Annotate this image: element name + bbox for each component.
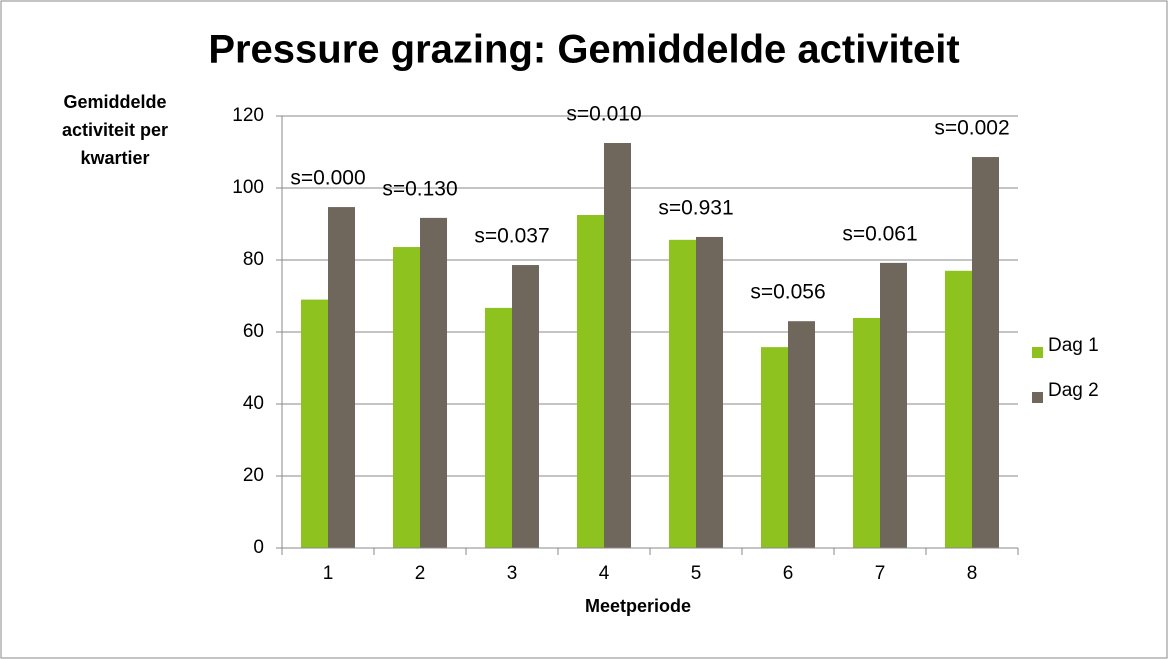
bar (880, 262, 907, 548)
annotation: s=0.002 (934, 117, 1009, 140)
annotation: s=0.000 (290, 167, 365, 190)
x-tick-label: 2 (415, 563, 426, 584)
bar (512, 265, 539, 548)
bar (420, 217, 447, 548)
annotation: s=0.130 (382, 177, 457, 200)
legend-swatch (1032, 392, 1043, 403)
bar (328, 207, 355, 548)
x-tick-label: 3 (507, 563, 518, 584)
legend-swatch (1032, 347, 1043, 358)
y-tick-label: 0 (253, 537, 264, 558)
y-tick-label: 40 (243, 393, 264, 414)
y-tick-label: 60 (243, 321, 264, 342)
annotation: s=0.010 (566, 103, 641, 126)
bar (761, 347, 788, 548)
x-tick-label: 1 (323, 563, 334, 584)
y-axis-label: kwartier (80, 148, 149, 168)
bar (945, 270, 972, 548)
x-tick-label: 5 (691, 563, 702, 584)
bar (853, 317, 880, 548)
chart-title: Pressure grazing: Gemiddelde activiteit (208, 28, 959, 72)
y-tick-label: 100 (232, 177, 264, 198)
x-tick-label: 8 (967, 563, 978, 584)
annotation: s=0.037 (474, 225, 549, 248)
y-axis-label: activiteit per (62, 120, 168, 140)
bar (696, 236, 723, 548)
bar (393, 247, 420, 549)
x-axis-label: Meetperiode (585, 596, 691, 616)
bar (669, 239, 696, 548)
y-tick-label: 120 (232, 105, 264, 126)
y-tick-label: 80 (243, 249, 264, 270)
bar (301, 299, 328, 548)
annotation: s=0.061 (842, 222, 917, 245)
bar (788, 321, 815, 548)
x-tick-label: 6 (783, 563, 794, 584)
x-tick-label: 4 (599, 563, 610, 584)
bar (604, 143, 631, 548)
legend-label: Dag 1 (1048, 335, 1099, 356)
bar (577, 215, 604, 548)
bar (485, 307, 512, 548)
y-axis-label: Gemiddelde (63, 92, 166, 112)
legend-label: Dag 2 (1048, 380, 1099, 401)
annotation: s=0.931 (658, 197, 733, 220)
bar (972, 157, 999, 549)
x-tick-label: 7 (875, 563, 886, 584)
y-tick-label: 20 (243, 465, 264, 486)
annotation: s=0.056 (750, 281, 825, 304)
